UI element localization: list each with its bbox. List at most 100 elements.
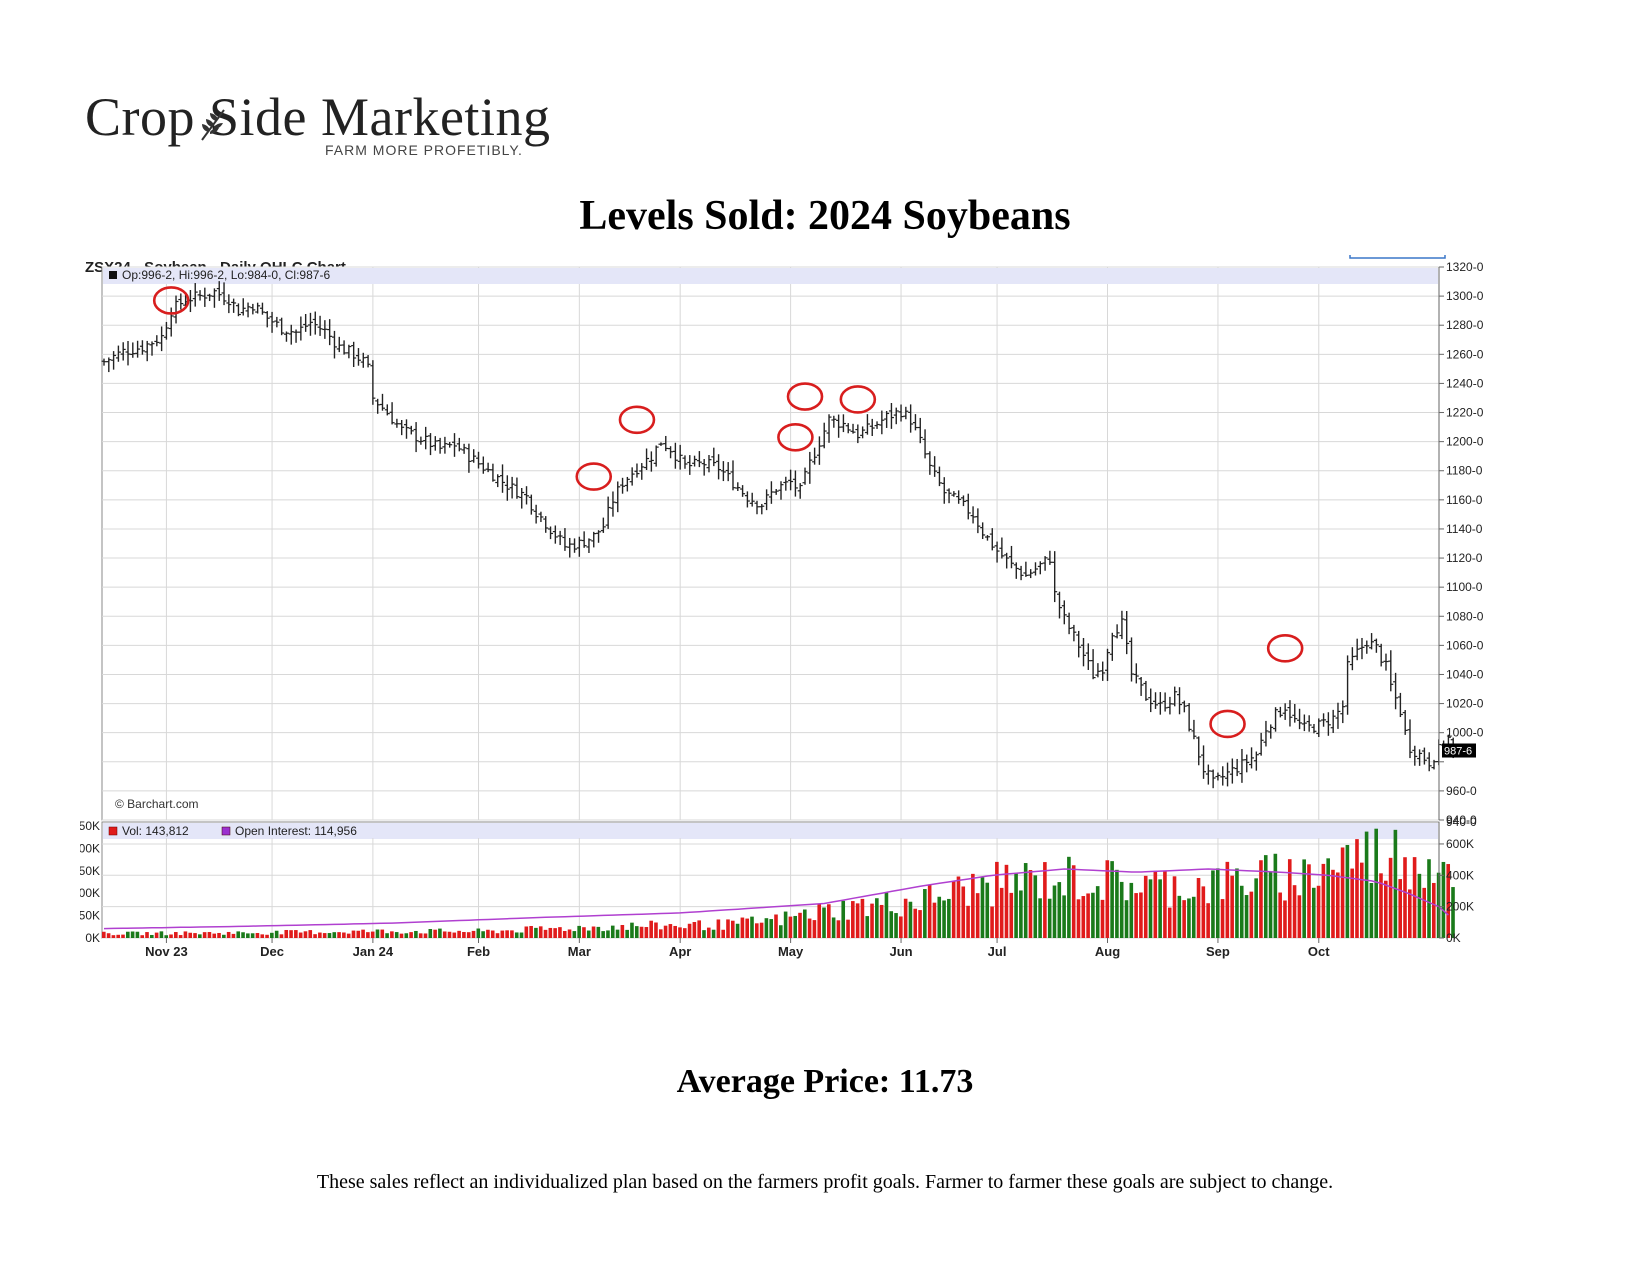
volume-bar — [1287, 859, 1292, 938]
ohlc-bar — [283, 331, 289, 342]
volume-bar — [188, 932, 193, 938]
ohlc-bar — [135, 340, 141, 358]
volume-bar — [106, 933, 111, 938]
ohlc-bar — [1042, 556, 1048, 571]
volume-bar — [1364, 831, 1369, 938]
volume-bar — [951, 881, 956, 938]
ohlc-bar — [255, 302, 261, 314]
volume-bar — [755, 923, 759, 938]
ohlc-bar — [1215, 772, 1221, 781]
vol-legend-swatch — [108, 826, 118, 836]
sale-level-circle — [1266, 633, 1304, 663]
volume-bar — [1201, 886, 1206, 938]
volume-left-axis: 50K 00K 50K 00K 50K 0K — [79, 819, 100, 945]
volume-panel: Vol: 143,812 Open Interest: 114,956 50K 0… — [79, 815, 1477, 945]
ohlc-bar — [701, 458, 707, 476]
ohlc-bar — [682, 455, 688, 469]
volume-bar — [889, 911, 894, 938]
ohlc-bar — [317, 315, 323, 336]
ohlc-bar — [1316, 718, 1322, 738]
volume-bar — [538, 926, 543, 938]
volume-bar — [1259, 860, 1263, 938]
brand-tagline: FARM MORE PROFETIBLY. — [325, 142, 523, 158]
volume-bar — [265, 934, 269, 938]
volume-bar — [851, 901, 855, 938]
volume-bar — [1311, 887, 1316, 938]
top-right-tab — [1349, 252, 1446, 259]
ohlc-bar — [235, 303, 241, 317]
price-tick-label: 1200-0 — [1446, 435, 1484, 449]
volume-bar — [519, 932, 524, 938]
ohlc-bar — [1105, 648, 1111, 681]
price-tick-label: 1080-0 — [1446, 609, 1484, 623]
volume-bar — [1408, 889, 1412, 938]
ohlc-bar — [960, 495, 966, 507]
volume-bar — [1263, 855, 1268, 938]
ohlc-bar — [1263, 720, 1269, 747]
volume-bar — [1095, 886, 1100, 938]
volume-bar — [625, 929, 629, 938]
ohlc-bar — [101, 358, 107, 366]
ohlc-bar — [965, 493, 971, 520]
volume-bar — [1086, 893, 1090, 938]
volume-bar — [385, 933, 389, 938]
ohlc-bar — [1397, 692, 1403, 718]
volume-bar — [169, 934, 173, 938]
ohlc-bar — [461, 443, 467, 454]
ohlc-bar — [1028, 569, 1034, 579]
volume-bar — [663, 925, 668, 938]
volume-bar — [591, 926, 596, 938]
ohlc-bar — [399, 419, 405, 436]
ohlc-bar — [711, 447, 717, 467]
volume-bar — [140, 935, 145, 938]
ohlc-bar — [514, 477, 520, 499]
ohlc-bar — [716, 454, 722, 480]
ohlc-bar — [792, 470, 798, 497]
ohlc-bar — [163, 321, 169, 340]
volume-bar — [1417, 873, 1422, 938]
ohlc-bar — [1412, 745, 1418, 766]
x-tick-label: Jul — [988, 944, 1007, 959]
chart-svg: ZSX24 - Soybean - Daily OHLC Chart Op:99… — [79, 252, 1484, 959]
ohlc-bar — [893, 407, 899, 425]
volume-bar — [558, 927, 562, 938]
volume-bar — [903, 898, 908, 938]
volume-bar — [1091, 892, 1095, 938]
volume-bar — [361, 929, 365, 938]
ohlc-bar — [1359, 637, 1365, 660]
volume-bar — [1369, 883, 1374, 938]
volume-bar — [222, 934, 226, 938]
volume-bar — [985, 882, 990, 938]
volume-bar — [774, 914, 778, 938]
ohlc-bar — [927, 451, 933, 475]
volume-bar — [1278, 892, 1282, 938]
ohlc-bar — [495, 474, 501, 488]
volume-bar — [279, 934, 284, 938]
ohlc-bar — [322, 320, 328, 339]
ohlc-bar — [1157, 692, 1163, 715]
ohlc-bar — [240, 298, 246, 316]
volume-bar — [250, 933, 255, 938]
volume-bar — [471, 930, 476, 938]
sale-level-circle — [618, 405, 656, 435]
volume-bar — [716, 919, 721, 938]
ohlc-bar — [336, 336, 342, 353]
ohlc-bar — [221, 282, 227, 306]
ohlc-bar — [903, 406, 909, 420]
sale-marks — [152, 286, 1304, 739]
volume-bar — [351, 930, 356, 938]
volume-bar — [913, 908, 918, 938]
price-grid — [102, 266, 1439, 821]
ohlc-bar — [159, 326, 165, 352]
volume-bars — [102, 828, 1455, 938]
ohlc-bar — [447, 441, 453, 448]
volume-bar — [875, 898, 879, 938]
x-tick-label: Jan 24 — [353, 944, 394, 959]
ohlc-bar — [1388, 650, 1394, 692]
wheat-icon — [198, 106, 228, 147]
brand-logo: Crop Side Marketing FARM MORE PROFETIBLY… — [85, 86, 605, 166]
volume-bar — [764, 918, 769, 938]
volume-bar — [1403, 857, 1407, 938]
volume-bar — [1321, 863, 1326, 938]
ohlc-bar — [346, 344, 352, 359]
